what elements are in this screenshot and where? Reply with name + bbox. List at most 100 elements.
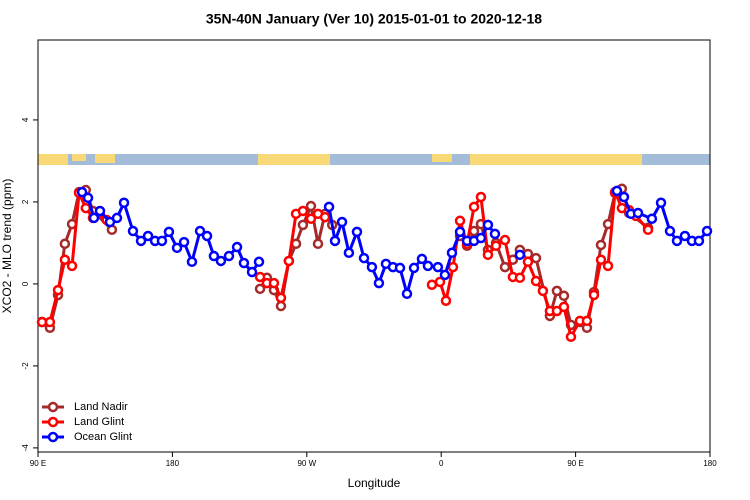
data-point (489, 228, 501, 240)
data-point (88, 212, 100, 224)
data-point (156, 235, 168, 247)
data-point (142, 230, 154, 242)
x-tick-label: 90 W (297, 459, 316, 468)
data-point (44, 316, 56, 328)
land-ocean-strip (38, 154, 710, 165)
y-tick-label: 2 (21, 199, 30, 204)
data-point (602, 260, 614, 272)
data-point (514, 249, 526, 261)
data-point (475, 232, 487, 244)
plot-frame (37, 39, 711, 453)
data-point (201, 230, 213, 242)
data-point (482, 219, 494, 231)
data-point (215, 255, 227, 267)
data-point (679, 230, 691, 242)
data-point (254, 283, 266, 295)
x-tick-label: 90 E (567, 459, 583, 468)
legend-label: Land Nadir (74, 401, 128, 413)
data-point (52, 284, 64, 296)
data-point (305, 200, 317, 212)
legend-marker (47, 431, 59, 443)
data-point (475, 191, 487, 203)
x-axis-label: Longitude (348, 476, 401, 490)
data-point (254, 271, 266, 283)
data-point (297, 205, 309, 217)
data-point (275, 300, 287, 312)
data-point (305, 213, 317, 224)
data-point (178, 236, 190, 248)
data-point (358, 252, 370, 264)
x-tick-label: 180 (166, 459, 180, 468)
data-point (408, 262, 420, 274)
legend-label: Ocean Glint (74, 431, 132, 443)
data-point (111, 212, 123, 224)
data-point (118, 197, 130, 209)
data-point (312, 238, 324, 249)
data-point (194, 225, 206, 237)
y-tick-label: 0 (21, 281, 30, 286)
data-point (642, 224, 654, 236)
data-point (127, 225, 139, 237)
land-band (95, 154, 115, 163)
data-point (595, 239, 607, 251)
data-point (82, 192, 94, 204)
data-point (693, 235, 705, 247)
data-point (171, 242, 183, 254)
data-point (366, 261, 378, 273)
x-tick-label: 0 (439, 459, 444, 468)
data-point (238, 257, 250, 269)
x-tick-label: 180 (703, 459, 717, 468)
data-point (268, 277, 280, 289)
data-point (163, 226, 175, 238)
data-point (581, 315, 593, 327)
data-point (530, 275, 542, 287)
data-point (59, 238, 71, 249)
data-point (537, 285, 549, 297)
data-point (632, 207, 644, 219)
y-tick-label: -4 (21, 444, 30, 452)
data-point (701, 225, 713, 237)
data-point (80, 202, 92, 214)
data-point (426, 279, 438, 290)
data-point (499, 234, 511, 246)
data-point (336, 216, 348, 228)
legend-marker (47, 416, 59, 428)
data-point (297, 219, 309, 231)
data-point (558, 290, 570, 302)
y-tick-label: -2 (21, 362, 30, 370)
data-point (94, 205, 106, 217)
data-point (135, 235, 147, 247)
data-point (514, 272, 526, 284)
land-band (38, 154, 68, 165)
data-point (482, 249, 494, 261)
data-point (490, 240, 502, 252)
data-point (373, 277, 385, 289)
data-point (655, 197, 667, 209)
data-point (664, 225, 676, 237)
data-point (275, 292, 287, 304)
data-point (253, 256, 265, 268)
data-point (59, 254, 71, 265)
data-point (551, 285, 563, 297)
data-point (618, 191, 630, 203)
data-point (432, 261, 444, 273)
legend-label: Land Glint (74, 416, 124, 428)
data-point (447, 261, 459, 273)
land-band (470, 154, 642, 165)
data-point (434, 276, 446, 288)
y-tick-label: 4 (21, 117, 30, 122)
y-axis-label: XCO2 - MLO trend (ppm) (0, 179, 14, 314)
data-point (565, 331, 577, 343)
land-band (432, 154, 452, 162)
data-point (499, 261, 511, 273)
legend-marker (47, 401, 59, 413)
data-point (329, 235, 341, 247)
data-point (439, 269, 451, 281)
data-point (186, 256, 198, 268)
data-point (319, 211, 331, 223)
data-point (323, 201, 335, 213)
ocean-band (38, 154, 710, 165)
data-point (454, 215, 466, 227)
data-point (440, 295, 452, 306)
